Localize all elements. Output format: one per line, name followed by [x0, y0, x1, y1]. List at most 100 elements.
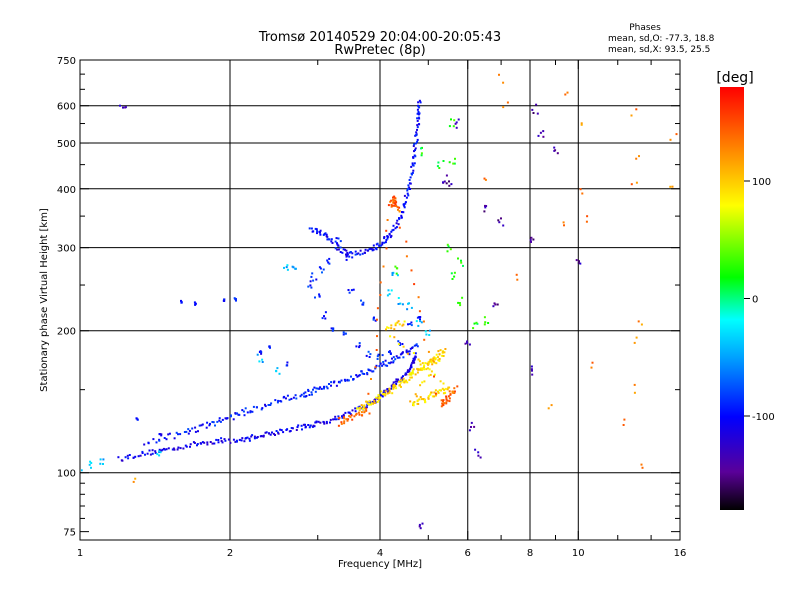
data-point: [381, 393, 384, 395]
data-point: [336, 243, 339, 246]
data-point: [379, 281, 382, 284]
data-point: [406, 352, 409, 355]
data-point: [147, 442, 150, 445]
chart-title: Tromsø 20140529 20:04:00-20:05:43: [258, 30, 501, 45]
data-point: [411, 171, 414, 174]
data-point: [426, 367, 429, 370]
data-point: [365, 407, 368, 410]
data-point: [409, 373, 411, 376]
data-point: [391, 229, 394, 232]
data-point: [635, 108, 638, 111]
data-point: [412, 169, 415, 172]
data-point: [336, 248, 339, 251]
data-point: [356, 407, 359, 410]
data-point: [120, 459, 123, 462]
data-point: [338, 417, 340, 420]
data-point: [448, 125, 451, 128]
data-point: [124, 456, 127, 459]
data-point: [312, 279, 315, 282]
data-point: [420, 154, 423, 157]
data-point: [397, 297, 400, 299]
data-point: [404, 202, 407, 205]
data-point: [180, 300, 183, 303]
data-point: [402, 345, 405, 348]
data-point: [437, 350, 440, 353]
data-point: [484, 178, 487, 181]
data-point: [635, 181, 638, 184]
data-point: [369, 369, 372, 372]
data-point: [315, 420, 318, 423]
data-point: [343, 420, 346, 423]
data-point: [167, 447, 170, 450]
data-point: [261, 407, 264, 410]
data-point: [375, 349, 378, 351]
data-point: [462, 264, 464, 267]
data-point: [461, 296, 464, 299]
data-point: [442, 400, 444, 403]
data-point: [194, 303, 197, 306]
data-point: [360, 404, 363, 407]
data-point: [362, 405, 365, 408]
data-point: [394, 380, 397, 383]
data-point: [253, 437, 256, 440]
data-point: [422, 320, 425, 323]
data-point: [183, 431, 186, 433]
data-point: [392, 356, 395, 359]
data-point: [234, 412, 237, 415]
data-point: [536, 112, 539, 115]
data-point: [374, 398, 377, 401]
data-point: [369, 402, 372, 405]
data-point: [319, 267, 322, 270]
data-point: [229, 441, 232, 444]
data-point: [329, 418, 332, 421]
data-point: [443, 388, 446, 391]
data-point: [335, 384, 338, 387]
data-point: [336, 242, 338, 245]
data-point: [262, 435, 265, 438]
data-point: [383, 237, 386, 240]
data-point: [143, 443, 146, 446]
data-point: [255, 406, 258, 409]
data-point: [413, 143, 416, 146]
data-point: [372, 317, 375, 320]
data-point: [185, 445, 188, 448]
data-point: [402, 203, 405, 206]
data-point: [391, 392, 394, 395]
data-point: [473, 322, 476, 325]
data-point: [223, 298, 226, 301]
data-point: [421, 381, 424, 384]
data-point: [368, 356, 371, 358]
data-point: [295, 397, 298, 400]
data-point: [413, 283, 416, 286]
data-point: [318, 231, 321, 233]
data-point: [400, 216, 403, 219]
data-point: [426, 362, 429, 365]
data-point: [344, 411, 347, 414]
data-point: [385, 229, 388, 232]
x-tick-label: 4: [377, 548, 383, 559]
data-point: [81, 469, 83, 472]
chart-subtitle: RwPretec (8p): [334, 43, 425, 58]
data-points: [81, 73, 678, 530]
data-point: [401, 343, 404, 345]
data-point: [409, 400, 412, 403]
data-point: [402, 211, 405, 214]
data-point: [102, 463, 104, 465]
data-point: [193, 442, 196, 444]
data-point: [320, 387, 323, 390]
data-point: [344, 248, 346, 251]
data-point: [578, 260, 580, 263]
data-point: [456, 385, 459, 388]
data-point: [414, 149, 416, 152]
data-point: [325, 385, 328, 388]
data-point: [411, 347, 414, 349]
data-point: [354, 410, 357, 413]
data-point: [438, 358, 441, 360]
data-point: [203, 441, 206, 444]
data-point: [334, 247, 337, 250]
data-point: [357, 252, 360, 255]
data-point: [323, 385, 325, 388]
data-point: [405, 349, 408, 352]
data-point: [358, 405, 361, 408]
data-point: [396, 321, 399, 324]
